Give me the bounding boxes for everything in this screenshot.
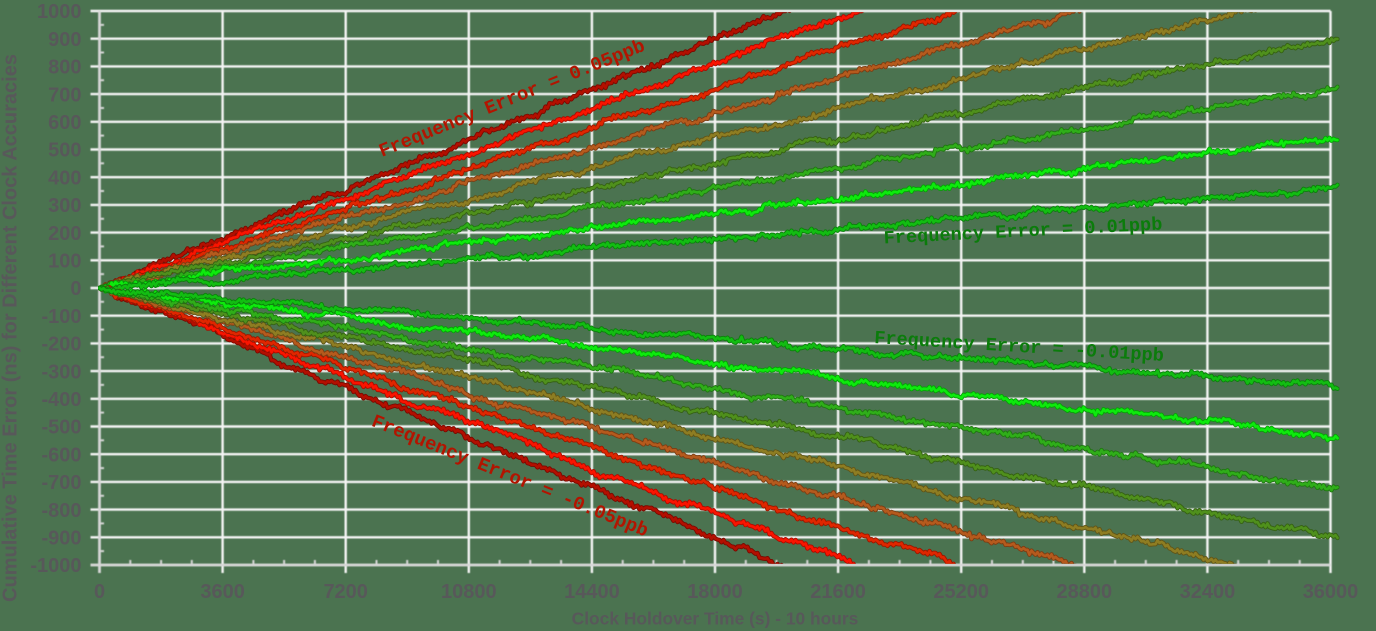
- svg-text:700: 700: [48, 84, 81, 106]
- svg-text:18000: 18000: [687, 581, 743, 603]
- svg-text:28800: 28800: [1056, 581, 1112, 603]
- svg-text:500: 500: [48, 140, 81, 162]
- svg-text:-600: -600: [41, 444, 81, 466]
- svg-text:7200: 7200: [323, 581, 368, 603]
- svg-text:25200: 25200: [933, 581, 989, 603]
- svg-text:32400: 32400: [1180, 581, 1236, 603]
- svg-text:400: 400: [48, 167, 81, 189]
- svg-text:0: 0: [94, 581, 105, 603]
- svg-text:-700: -700: [41, 472, 81, 494]
- svg-text:100: 100: [48, 251, 81, 273]
- svg-text:3600: 3600: [200, 581, 245, 603]
- svg-text:36000: 36000: [1303, 581, 1359, 603]
- svg-text:0: 0: [70, 278, 81, 300]
- svg-text:-400: -400: [41, 389, 81, 411]
- svg-text:-900: -900: [41, 528, 81, 550]
- svg-text:-1000: -1000: [30, 555, 81, 577]
- svg-text:900: 900: [48, 29, 81, 51]
- svg-text:Cumulative Time Error (ns) for: Cumulative Time Error (ns) for Different…: [0, 54, 22, 602]
- svg-text:300: 300: [48, 195, 81, 217]
- svg-text:600: 600: [48, 112, 81, 134]
- svg-text:10800: 10800: [441, 581, 497, 603]
- svg-text:-300: -300: [41, 361, 81, 383]
- svg-text:800: 800: [48, 57, 81, 79]
- svg-text:21600: 21600: [810, 581, 866, 603]
- svg-text:-200: -200: [41, 334, 81, 356]
- svg-text:Clock Holdover Time (s) - 10 h: Clock Holdover Time (s) - 10 hours: [572, 609, 859, 629]
- svg-text:-800: -800: [41, 500, 81, 522]
- svg-text:1000: 1000: [37, 1, 82, 23]
- svg-text:-100: -100: [41, 306, 81, 328]
- svg-text:-500: -500: [41, 417, 81, 439]
- svg-text:14400: 14400: [564, 581, 620, 603]
- svg-text:200: 200: [48, 223, 81, 245]
